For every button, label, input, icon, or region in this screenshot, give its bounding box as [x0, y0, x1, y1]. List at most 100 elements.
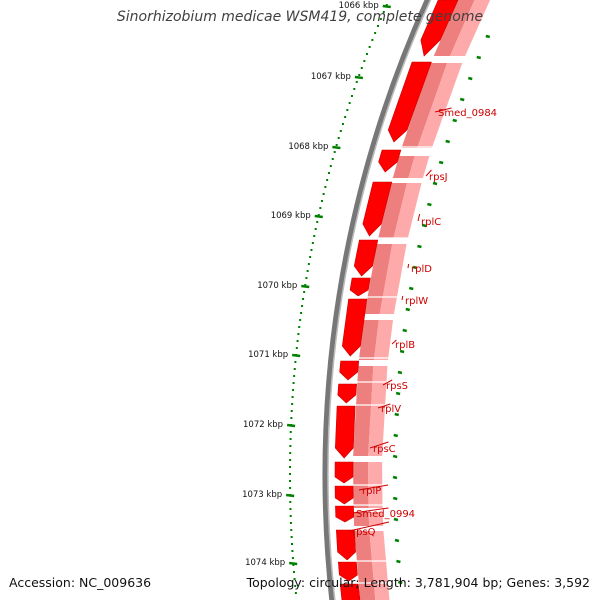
- scale-minor-tick: [326, 179, 329, 181]
- scale-minor-tick: [355, 81, 358, 83]
- backbone-highlight: [327, 0, 432, 600]
- scale-minor-tick: [289, 438, 292, 440]
- scale-minor-tick: [311, 242, 314, 244]
- scale-minor-tick: [350, 95, 353, 97]
- ring-tick: [397, 370, 403, 375]
- gene-label: Smed_0984: [438, 108, 497, 119]
- scale-minor-tick: [348, 102, 351, 104]
- scale-minor-tick: [291, 557, 294, 559]
- scale-minor-tick: [292, 564, 295, 566]
- scale-minor-tick: [363, 60, 366, 62]
- scale-tick-label: 1072 kbp: [243, 420, 283, 430]
- scale-minor-tick: [339, 130, 342, 132]
- ring-tick: [432, 181, 438, 186]
- scale-minor-tick: [291, 543, 294, 545]
- scale-minor-tick: [314, 228, 317, 230]
- cds-light-segment: [392, 156, 415, 178]
- gene-label: rplC: [421, 217, 441, 228]
- scale-minor-tick: [289, 459, 292, 461]
- scale-major-tick: [332, 145, 341, 150]
- scale-minor-tick: [379, 18, 382, 20]
- ring-tick: [393, 517, 399, 522]
- scale-minor-tick: [292, 389, 295, 391]
- scale-minor-tick: [297, 333, 300, 335]
- ring-tick: [408, 286, 414, 291]
- scale-minor-tick: [295, 347, 298, 349]
- scale-minor-tick: [291, 403, 294, 405]
- cds-light-segment-inner: [368, 512, 384, 526]
- scale-minor-tick: [313, 235, 316, 237]
- scale-minor-tick: [322, 193, 325, 195]
- ring-tick: [394, 538, 400, 543]
- scale-minor-tick: [299, 319, 302, 321]
- ring-tick: [459, 97, 465, 102]
- ring-tick: [467, 76, 473, 81]
- gene-leader-line: [382, 379, 393, 386]
- scale-tick-label: 1070 kbp: [257, 281, 297, 291]
- gene-arrow: [349, 277, 371, 297]
- scale-minor-tick: [376, 25, 379, 27]
- scale-major-tick: [286, 423, 296, 428]
- scale-minor-tick: [290, 417, 293, 419]
- gene-leader-line: [434, 107, 452, 113]
- scale-minor-tick: [301, 305, 304, 307]
- scale-major-tick: [292, 353, 301, 358]
- ring-tick: [392, 475, 398, 480]
- scale-major-tick: [354, 75, 364, 80]
- ring-tick: [394, 412, 400, 417]
- scale-minor-tick: [346, 109, 349, 111]
- gene-label: rplB: [395, 340, 415, 351]
- gene-arrow: [387, 61, 432, 143]
- scale-minor-tick: [307, 263, 310, 265]
- gene-arrow: [335, 405, 356, 459]
- scale-minor-tick: [382, 11, 385, 13]
- ring-tick: [405, 307, 411, 312]
- scale-major-tick: [314, 214, 323, 219]
- scale-minor-tick: [305, 277, 308, 279]
- scale-minor-tick: [337, 137, 340, 139]
- gene-arrow: [335, 505, 355, 523]
- gene-leader-line: [369, 441, 389, 449]
- gene-leader-line: [425, 169, 432, 177]
- gene-arrow: [362, 181, 393, 237]
- gene-leader-line: [401, 295, 404, 301]
- ring-tick: [417, 244, 422, 249]
- map-title: Sinorhizobium medicae WSM419, complete g…: [116, 9, 484, 25]
- scale-minor-tick: [293, 578, 296, 580]
- scale-major-tick: [301, 284, 310, 289]
- scale-minor-tick: [292, 382, 295, 384]
- accession-label: Accession: NC_009636: [9, 575, 152, 590]
- scale-major-tick: [382, 4, 391, 9]
- scale-minor-tick: [304, 284, 307, 286]
- scale-minor-tick: [290, 529, 293, 531]
- ring-tick: [397, 580, 403, 585]
- scale-minor-tick: [296, 340, 299, 342]
- gene-label: rpsS: [386, 381, 408, 392]
- ring-tick: [438, 160, 444, 165]
- scale-minor-tick: [329, 165, 332, 167]
- ring-tick: [395, 391, 401, 396]
- scale-minor-tick: [289, 515, 292, 517]
- scale-minor-tick: [365, 53, 368, 55]
- ring-tick: [427, 202, 432, 207]
- scale-minor-tick: [289, 522, 292, 524]
- cds-light-segment: [378, 183, 408, 238]
- scale-minor-tick: [327, 172, 330, 174]
- scale-minor-tick: [294, 585, 297, 587]
- gene-leader-line: [352, 507, 389, 514]
- gene-leader-line: [358, 484, 389, 491]
- scale-minor-tick: [289, 431, 292, 433]
- ring-tick: [393, 433, 399, 438]
- gene-leader-line: [391, 339, 397, 345]
- scale-tick-label: 1069 kbp: [271, 211, 311, 221]
- gene-label: rplV: [381, 404, 401, 415]
- scale-minor-tick: [310, 249, 313, 251]
- backbone-layer: [322, 0, 432, 600]
- scale-minor-tick: [298, 326, 301, 328]
- cds-light-segment: [358, 320, 379, 360]
- scale-minor-tick: [306, 270, 309, 272]
- scale-minor-tick: [289, 487, 292, 489]
- scale-minor-tick: [290, 536, 293, 538]
- ring-tick: [485, 34, 491, 39]
